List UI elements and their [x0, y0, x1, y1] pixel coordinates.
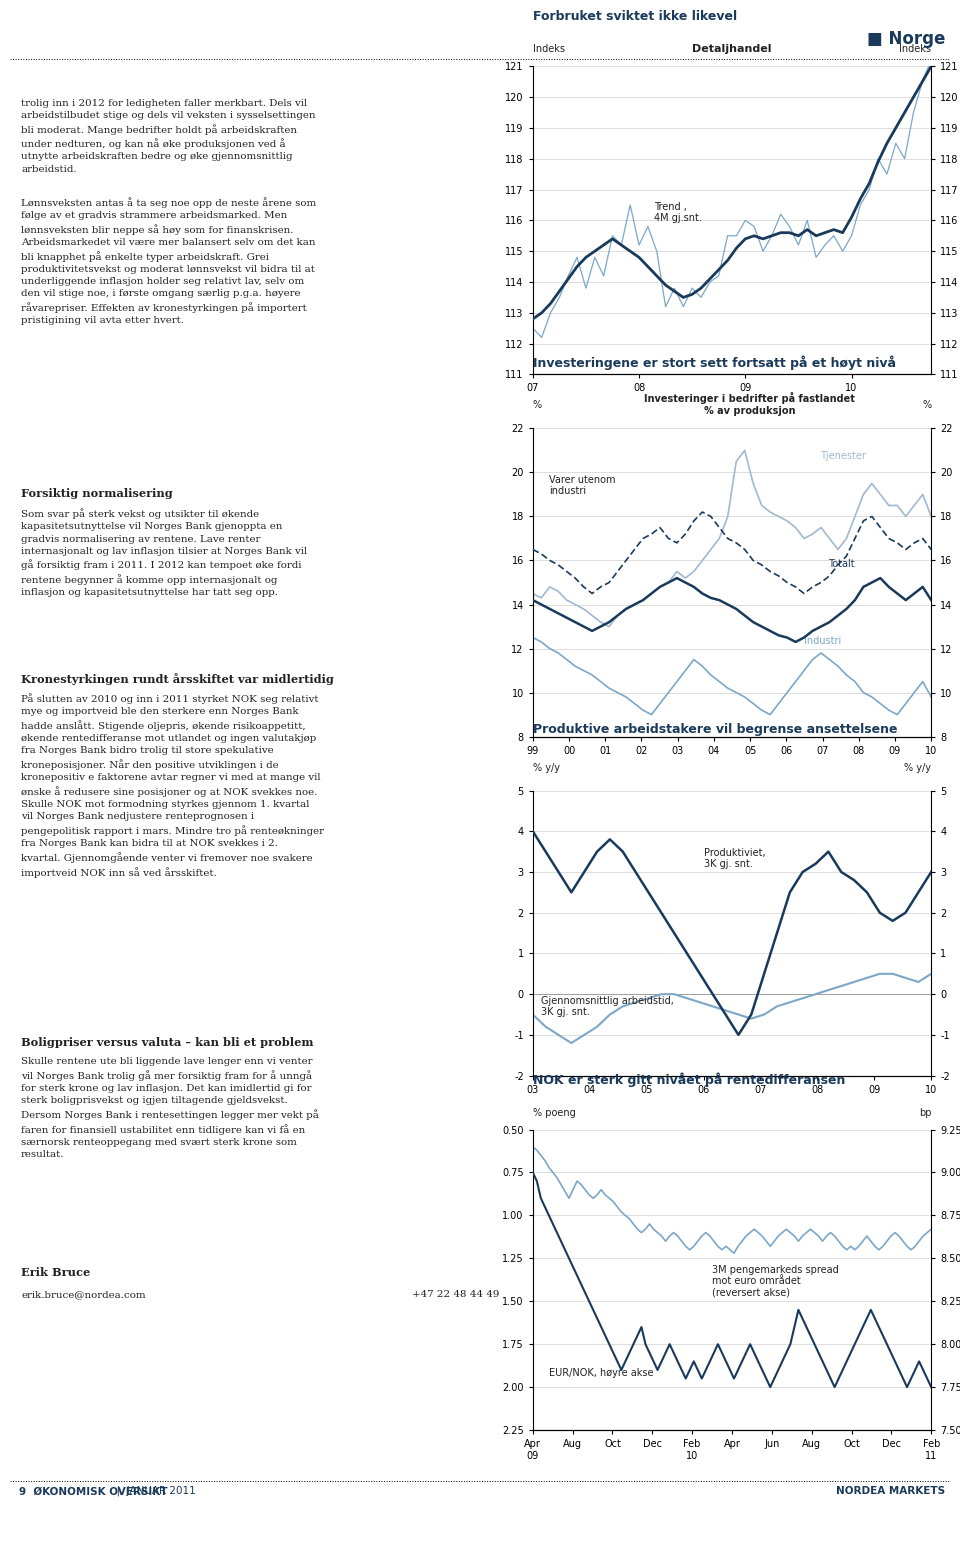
Text: Boligpriser versus valuta – kan bli et problem: Boligpriser versus valuta – kan bli et p… — [21, 1037, 314, 1048]
Text: ■ Norge: ■ Norge — [867, 29, 946, 48]
Text: NORDEA MARKETS: NORDEA MARKETS — [836, 1487, 946, 1496]
Text: Investeringene er stort sett fortsatt på et høyt nivå: Investeringene er stort sett fortsatt på… — [533, 356, 896, 370]
Text: bp: bp — [919, 1108, 931, 1117]
Text: Industri: Industri — [804, 636, 841, 646]
Text: NOK er sterk gitt nivået på rentedifferansen: NOK er sterk gitt nivået på rentediffera… — [533, 1073, 845, 1088]
Text: Kronestyrkingen rundt årsskiftet var midlertidig: Kronestyrkingen rundt årsskiftet var mid… — [21, 673, 334, 686]
Text: %: % — [922, 401, 931, 410]
Text: % y/y: % y/y — [904, 763, 931, 774]
Text: |  JANUAR 2011: | JANUAR 2011 — [110, 1486, 196, 1496]
Text: 9  ØKONOMISK OVERSIKT: 9 ØKONOMISK OVERSIKT — [19, 1487, 168, 1496]
Text: Gjennomsnittlig arbeidstid,
3K gj. snt.: Gjennomsnittlig arbeidstid, 3K gj. snt. — [540, 995, 674, 1017]
Text: Forbruket sviktet ikke likevel: Forbruket sviktet ikke likevel — [533, 11, 737, 23]
Text: Investeringer i bedrifter på fastlandet
% av produksjon: Investeringer i bedrifter på fastlandet … — [644, 393, 855, 416]
Text: Produktive arbeidstakere vil begrense ansettelsene: Produktive arbeidstakere vil begrense an… — [533, 723, 898, 737]
Text: Lønnsveksten antas å ta seg noe opp de neste årene som
følge av et gradvis stram: Lønnsveksten antas å ta seg noe opp de n… — [21, 197, 317, 325]
Text: På slutten av 2010 og inn i 2011 styrket NOK seg relativt
mye og importveid ble : På slutten av 2010 og inn i 2011 styrket… — [21, 693, 324, 878]
Text: Som svar på sterk vekst og utsikter til økende
kapasitetsutnyttelse vil Norges B: Som svar på sterk vekst og utsikter til … — [21, 509, 307, 598]
Text: EUR/NOK, høyre akse: EUR/NOK, høyre akse — [549, 1368, 653, 1378]
Text: Forsiktig normalisering: Forsiktig normalisering — [21, 488, 173, 499]
Text: trolig inn i 2012 for ledigheten faller merkbart. Dels vil
arbeidstilbudet stige: trolig inn i 2012 for ledigheten faller … — [21, 99, 316, 174]
Text: Produktiviet,
3K gj. snt.: Produktiviet, 3K gj. snt. — [704, 848, 766, 869]
Text: % y/y: % y/y — [533, 763, 560, 774]
Text: Varer utenom
industri: Varer utenom industri — [549, 475, 615, 496]
Text: Indeks: Indeks — [533, 45, 564, 54]
Text: Indeks: Indeks — [900, 45, 931, 54]
Text: Totalt: Totalt — [828, 559, 854, 569]
Text: Tjenester: Tjenester — [820, 452, 866, 461]
Text: 3M pengemarkeds spread
mot euro området
(reversert akse): 3M pengemarkeds spread mot euro området … — [712, 1265, 839, 1298]
Text: Skulle rentene ute bli liggende lave lenger enn vi venter
vil Norges Bank trolig: Skulle rentene ute bli liggende lave len… — [21, 1057, 319, 1159]
Text: erik.bruce@nordea.com: erik.bruce@nordea.com — [21, 1290, 146, 1299]
Text: Trend ,
4M gj.snt.: Trend , 4M gj.snt. — [655, 202, 702, 223]
Text: Detaljhandel: Detaljhandel — [692, 45, 772, 54]
Text: Erik Bruce: Erik Bruce — [21, 1267, 90, 1277]
Text: % poeng: % poeng — [533, 1108, 576, 1117]
Text: +47 22 48 44 49: +47 22 48 44 49 — [412, 1290, 499, 1299]
Text: %: % — [533, 401, 542, 410]
